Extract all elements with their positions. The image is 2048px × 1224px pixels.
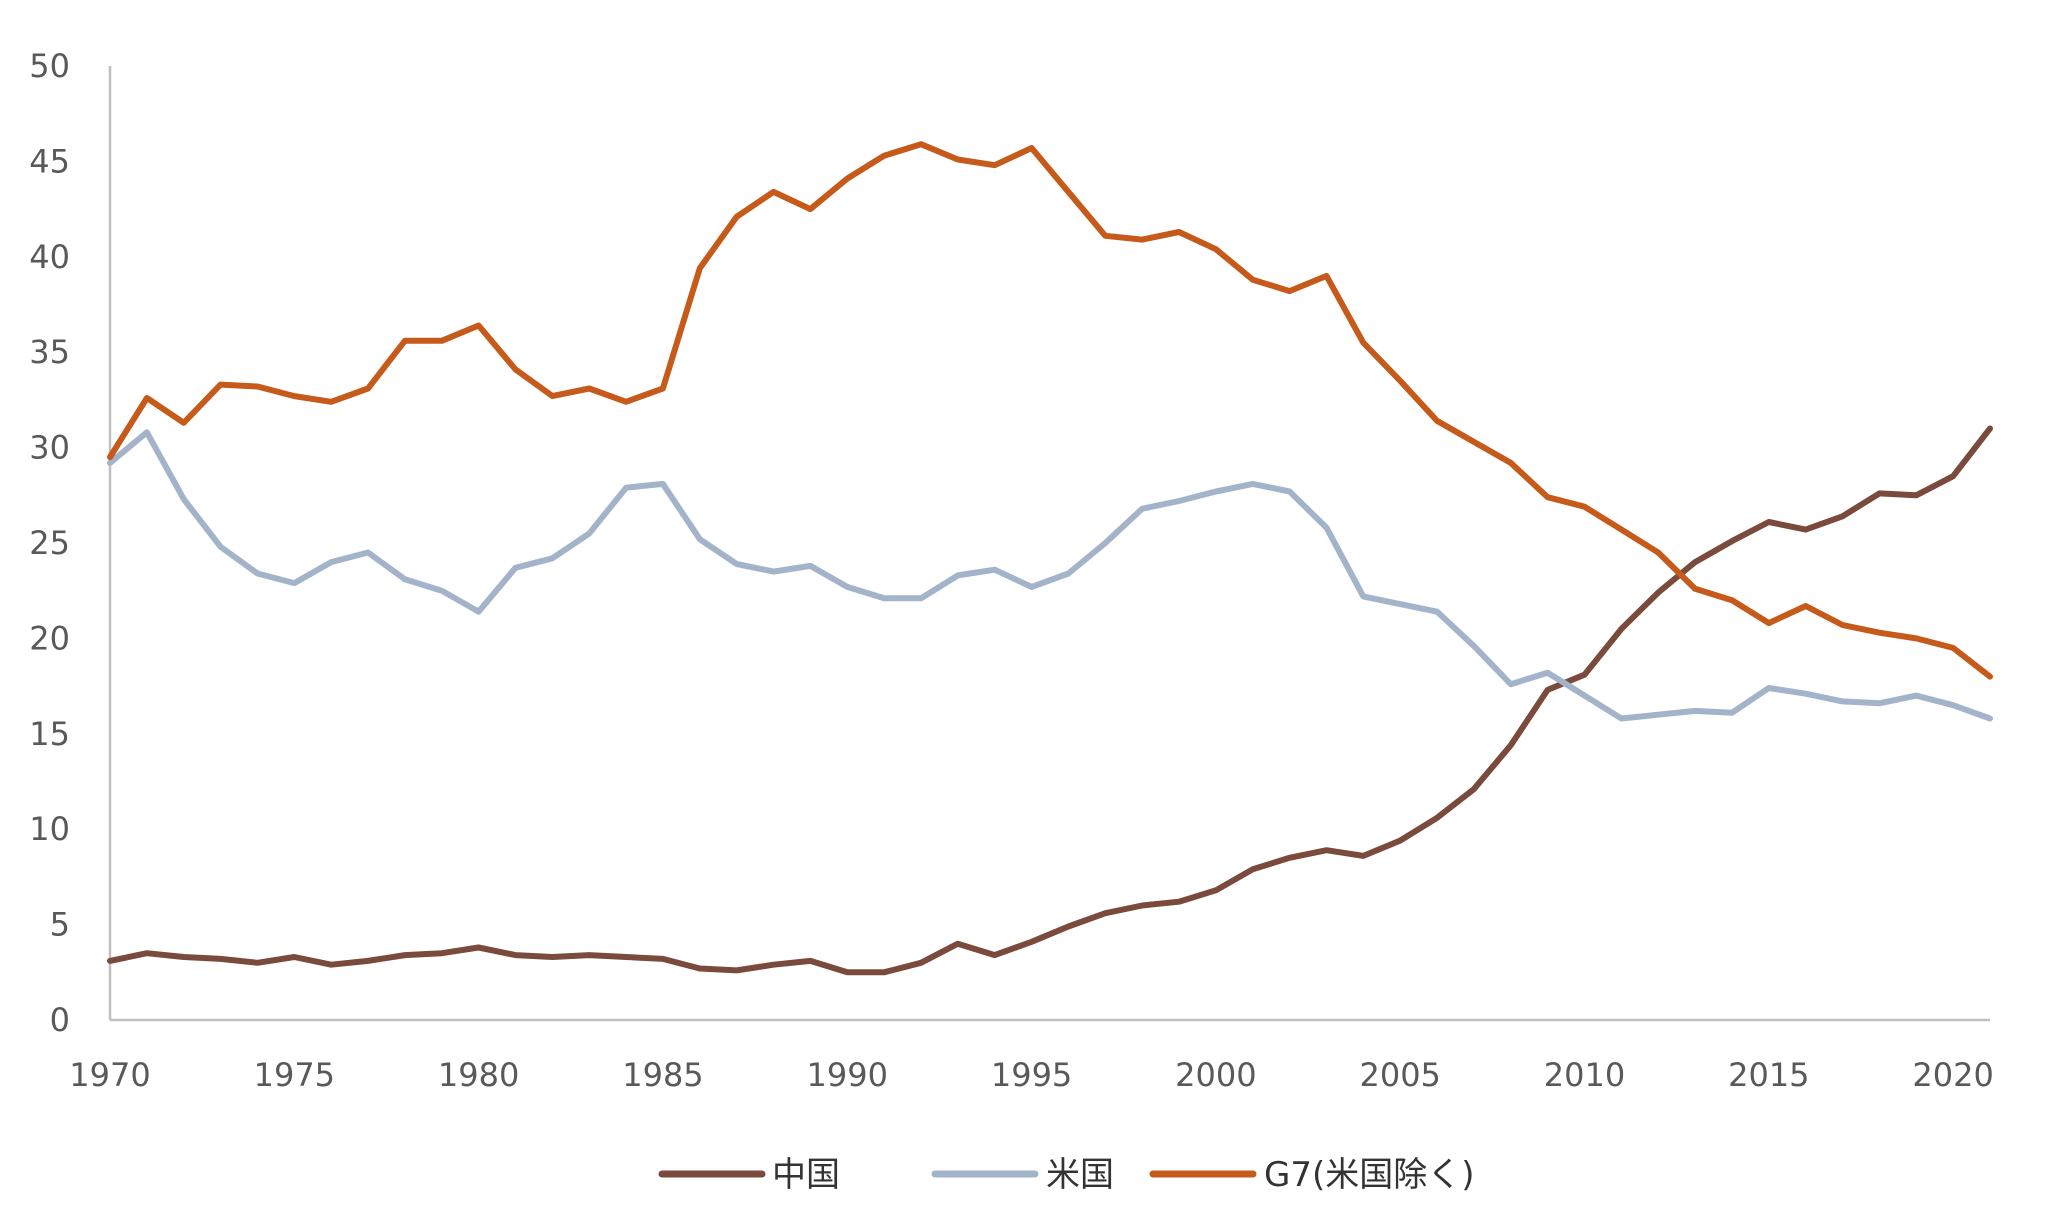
legend: 中国 米国 G7(米国除く): [658, 1155, 1475, 1195]
x-tick-label: 1985: [622, 1056, 703, 1094]
x-tick-label: 2000: [1175, 1056, 1256, 1094]
x-tick-label: 2005: [1359, 1056, 1440, 1094]
y-tick-label: 30: [29, 429, 70, 467]
x-tick-label: 1990: [807, 1056, 888, 1094]
legend-item: 中国: [658, 1155, 840, 1195]
series-line-1: [107, 429, 1993, 722]
series-line-2: [107, 141, 1993, 680]
series-line-0: [107, 425, 1993, 976]
x-tick-label: 1975: [254, 1056, 335, 1094]
x-tick-label: 2015: [1728, 1056, 1809, 1094]
x-tick-labels: 1970 1975 1980 1985 1990 1995 2000 2005 2010 2015…: [69, 1056, 1994, 1094]
series-lines: [107, 141, 1993, 976]
y-tick-label: 35: [29, 333, 70, 371]
y-tick-label: 40: [29, 238, 70, 276]
y-tick-label: 20: [29, 619, 70, 657]
legend-label: G7(米国除く): [1264, 1155, 1475, 1195]
x-tick-label: 1970: [69, 1056, 150, 1094]
y-tick-label: 5: [50, 906, 70, 944]
y-tick-label: 15: [29, 715, 70, 753]
x-tick-label: 2010: [1544, 1056, 1625, 1094]
axes: [108, 66, 1990, 1022]
x-tick-label: 2020: [1912, 1056, 1993, 1094]
x-tick-label: 1995: [991, 1056, 1072, 1094]
legend-label: 米国: [1046, 1155, 1114, 1195]
legend-item: 米国: [931, 1155, 1114, 1195]
y-tick-label: 45: [29, 142, 70, 180]
y-tick-label: 10: [29, 810, 70, 848]
legend-label: 中国: [772, 1155, 840, 1195]
y-tick-label: 50: [29, 47, 70, 85]
y-tick-label: 0: [50, 1001, 70, 1039]
y-tick-label: 25: [29, 524, 70, 562]
x-tick-label: 1980: [438, 1056, 519, 1094]
legend-item: G7(米国除く): [1149, 1155, 1475, 1195]
y-tick-labels: 0 5 10 15 20 25 30 35 40 45 50: [29, 47, 70, 1039]
